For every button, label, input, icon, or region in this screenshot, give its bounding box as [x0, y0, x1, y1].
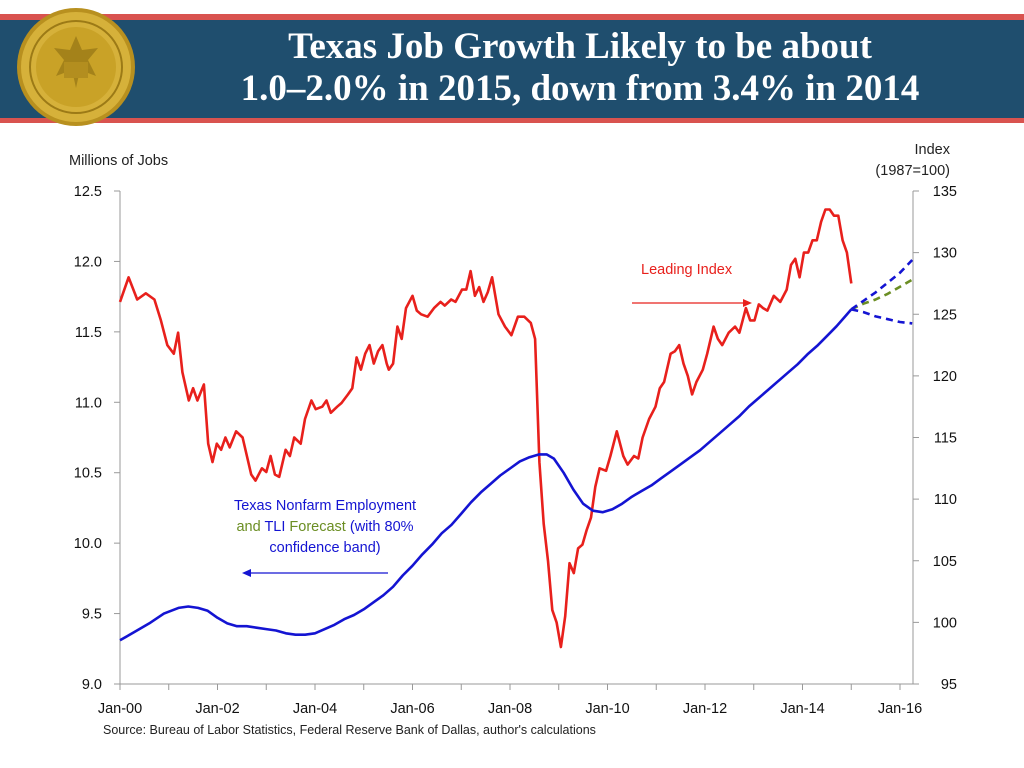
banner-background — [0, 20, 1024, 118]
right-tick-label: 130 — [933, 246, 957, 262]
employment-arrow-head — [242, 569, 251, 577]
right-tick-label: 105 — [933, 554, 957, 570]
right-tick-label: 110 — [934, 492, 957, 508]
x-tick-label: Jan-00 — [98, 701, 142, 717]
x-tick-label: Jan-02 — [195, 701, 239, 717]
left-tick-label: 11.0 — [75, 395, 102, 411]
right-tick-label: 120 — [933, 369, 957, 385]
employment-label-line-1: Texas Nonfarm Employment — [234, 498, 416, 514]
series-leading-index — [118, 208, 853, 649]
right-tick-label: 125 — [933, 307, 957, 323]
employment-label-and: and — [236, 519, 260, 535]
left-tick-label: 10.0 — [74, 536, 102, 552]
right-axis-label-line-1: Index — [915, 142, 951, 158]
leading-index-arrow-head — [743, 299, 752, 307]
x-tick-label: Jan-12 — [683, 701, 727, 717]
left-tick-label: 12.5 — [74, 184, 102, 200]
right-tick-label: 115 — [934, 431, 957, 447]
tick-marks — [114, 190, 919, 690]
employment-label-tli: TLI — [264, 519, 285, 535]
title-banner: Texas Job Growth Likely to be about 1.0–… — [0, 0, 1024, 128]
left-axis-label: Millions of Jobs — [69, 153, 168, 169]
employment-label-forecast: Forecast — [289, 519, 345, 535]
tick-labels: 9.0 9.5 10.0 10.5 11.0 11.5 12.0 12.5 95 100 105 11… — [74, 184, 957, 717]
series-80-confidence-band-upper — [850, 259, 914, 311]
banner-top-stripe — [0, 14, 1024, 20]
right-tick-label: 135 — [933, 184, 957, 200]
series-tli-forecast — [850, 278, 913, 311]
chart-axes — [119, 191, 914, 685]
title-line-1: Texas Job Growth Likely to be about — [288, 26, 872, 67]
leading-index-label: Leading Index — [641, 262, 733, 278]
title-line-2: 1.0–2.0% in 2015, down from 3.4% in 2014 — [240, 68, 920, 109]
left-tick-label: 9.5 — [82, 607, 102, 623]
series-layer — [118, 208, 914, 649]
x-tick-label: Jan-04 — [293, 701, 337, 717]
banner-bottom-stripe — [0, 118, 1024, 123]
employment-chart: 9.0 9.5 10.0 10.5 11.0 11.5 12.0 12.5 95 100 105 11… — [69, 142, 957, 737]
right-tick-label: 95 — [941, 677, 957, 693]
federal-reserve-seal-icon — [17, 8, 135, 126]
left-tick-label: 9.0 — [82, 677, 102, 693]
employment-label-rest: (with 80% — [350, 519, 414, 535]
x-tick-label: Jan-14 — [780, 701, 824, 717]
employment-label-line-2: and TLI Forecast (with 80% — [236, 519, 413, 535]
right-axis-label-line-2: (1987=100) — [875, 163, 950, 179]
left-tick-label: 12.0 — [74, 254, 102, 270]
series-80-confidence-band-lower — [851, 308, 913, 325]
left-tick-label: 10.5 — [74, 466, 102, 482]
x-tick-label: Jan-06 — [390, 701, 434, 717]
x-tick-label: Jan-10 — [585, 701, 629, 717]
right-tick-label: 100 — [933, 615, 957, 631]
employment-label-line-3: confidence band) — [269, 540, 380, 556]
series-texas-nonfarm-employment — [119, 308, 853, 642]
left-tick-label: 11.5 — [75, 325, 102, 341]
x-tick-label: Jan-08 — [488, 701, 532, 717]
source-note: Source: Bureau of Labor Statistics, Fede… — [103, 723, 596, 737]
page-title: Texas Job Growth Likely to be about 1.0–… — [150, 26, 1010, 110]
x-tick-label: Jan-16 — [878, 701, 922, 717]
